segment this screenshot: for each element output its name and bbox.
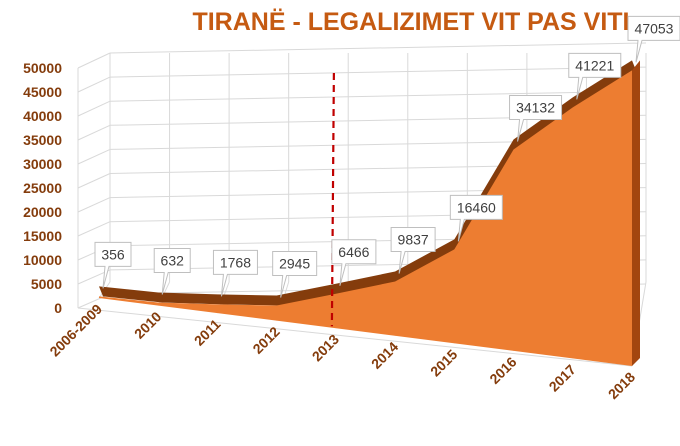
data-label-text: 632 xyxy=(161,253,185,269)
x-tick-label: 2010 xyxy=(131,308,164,341)
x-tick-label: 2014 xyxy=(368,338,401,371)
side-gridline xyxy=(77,124,111,141)
data-label-box xyxy=(449,194,503,242)
data-label-text: 1768 xyxy=(220,254,251,270)
data-label-text: 16460 xyxy=(457,199,496,215)
reference-line-group xyxy=(330,72,335,327)
data-label-text: 47053 xyxy=(635,20,674,36)
area-front-face xyxy=(99,70,632,366)
x-tick-label: 2015 xyxy=(427,346,460,379)
y-tick-label: 50000 xyxy=(23,60,62,76)
data-label: 47053 xyxy=(627,15,680,63)
data-label: 632 xyxy=(153,248,191,295)
side-gridline xyxy=(77,197,111,213)
back-gridline xyxy=(109,42,647,54)
side-gridline xyxy=(77,76,111,93)
side-gridline xyxy=(77,100,111,117)
x-tick-label: 2013 xyxy=(309,331,342,364)
side-gridline xyxy=(77,173,111,189)
data-label: 6466 xyxy=(331,239,377,286)
back-gridline xyxy=(109,90,647,102)
data-labels: 356 632 1768 2945 6466 9837 16460 34132 41221 470… xyxy=(94,15,680,298)
y-tick-label: 5000 xyxy=(31,276,62,292)
back-gridline xyxy=(109,66,647,78)
data-label-box xyxy=(272,251,318,298)
side-gridline xyxy=(77,52,111,69)
data-label: 356 xyxy=(94,241,132,289)
data-label-text: 356 xyxy=(101,246,125,262)
y-tick-label: 45000 xyxy=(23,84,62,100)
y-axis: 0 5000 10000 15000 20000 25000 30000 35000 40000… xyxy=(23,60,62,316)
y-tick-label: 20000 xyxy=(23,204,62,220)
data-label-box xyxy=(509,95,563,142)
x-tick-label: 2012 xyxy=(249,323,282,356)
y-tick-label: 25000 xyxy=(23,180,62,196)
data-label-box xyxy=(627,15,680,63)
x-tick-label: 2017 xyxy=(546,361,579,394)
data-label-box xyxy=(331,239,377,286)
side-gridline xyxy=(77,221,111,237)
y-tick-label: 15000 xyxy=(23,228,62,244)
data-label-box xyxy=(153,248,191,295)
y-tick-label: 35000 xyxy=(23,132,62,148)
area-right-side xyxy=(632,60,640,366)
data-label: 34132 xyxy=(509,95,563,142)
data-label-box xyxy=(94,241,132,289)
data-label: 1768 xyxy=(212,249,258,297)
data-label: 16460 xyxy=(449,194,503,242)
data-label-text: 2945 xyxy=(279,256,310,272)
data-label-box xyxy=(568,52,622,100)
x-tick-label: 2018 xyxy=(605,369,638,402)
data-label-text: 6466 xyxy=(338,244,369,260)
data-label: 2945 xyxy=(272,251,318,298)
data-label-text: 9837 xyxy=(398,231,429,247)
y-tick-label: 30000 xyxy=(23,156,62,172)
floor-front-edge xyxy=(77,307,633,367)
side-gridline xyxy=(77,148,111,165)
y-tick-label: 10000 xyxy=(23,252,62,268)
data-label-box xyxy=(212,249,258,297)
chart-title: TIRANË - LEGALIZIMET VIT PAS VITI xyxy=(192,8,629,36)
y-tick-label: 40000 xyxy=(23,108,62,124)
data-area xyxy=(99,60,640,366)
data-label: 9837 xyxy=(390,226,436,274)
data-label: 41221 xyxy=(568,52,622,100)
reference-line xyxy=(330,72,335,327)
data-label-box xyxy=(390,226,436,274)
x-tick-label: 2016 xyxy=(486,354,519,387)
data-label-text: 41221 xyxy=(575,57,614,73)
data-label-text: 34132 xyxy=(516,100,555,116)
y-tick-label: 0 xyxy=(54,300,62,316)
